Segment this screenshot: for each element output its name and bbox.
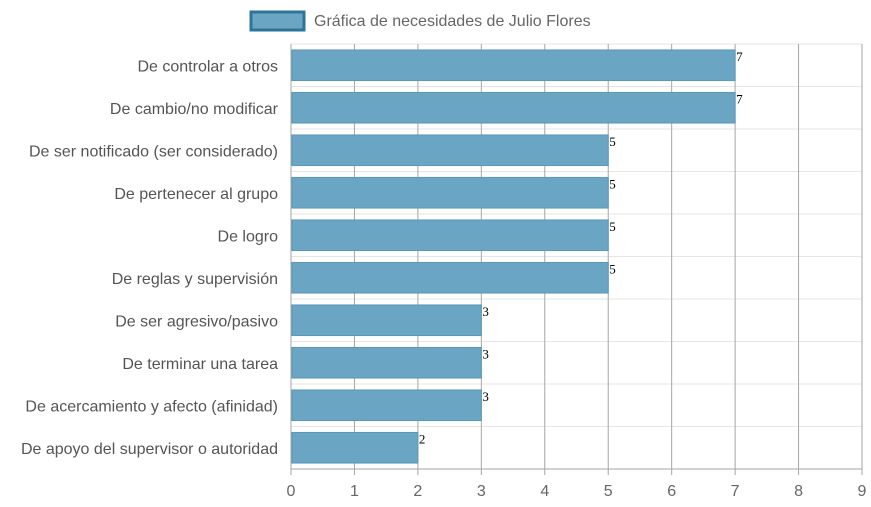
bar-value-label: 7 [736,49,743,64]
bar [291,219,609,252]
bar [291,346,482,379]
bars [291,49,736,464]
x-tick-label: 0 [287,483,296,500]
category-label: De cambio/no modificar [110,101,279,118]
category-label: De pertenecer al grupo [114,186,278,203]
bar-value-label: 5 [609,176,616,191]
category-label: De reglas y supervisión [112,271,278,288]
bar [291,176,609,209]
category-label: De terminar una tarea [122,356,278,373]
bar [291,91,736,124]
bar-value-label: 3 [482,389,489,404]
category-label: De logro [218,228,279,245]
labels: 0 1 2 3 4 5 6 7 8 9 De controlar a otros 7 De cambio… [21,49,867,500]
x-tick-label: 6 [667,483,676,500]
bar-value-label: 2 [419,431,426,446]
bar [291,134,609,167]
x-tick-label: 1 [350,483,359,500]
x-tick-label: 2 [413,483,422,500]
x-tick-label: 9 [858,483,867,500]
bar-value-label: 3 [482,304,489,319]
chart-legend[interactable]: Gráfica de necesidades de Julio Flores [249,10,591,32]
x-tick-label: 3 [477,483,486,500]
bar [291,431,419,464]
category-label: De apoyo del supervisor o autoridad [21,441,278,458]
category-label: De acercamiento y afecto (afinidad) [25,398,278,415]
x-tick-label: 5 [604,483,613,500]
x-tick-label: 8 [794,483,803,500]
category-label: De controlar a otros [137,58,278,75]
bar [291,49,736,82]
bar [291,261,609,294]
x-tick-label: 4 [540,483,549,500]
category-label: De ser agresivo/pasivo [115,313,278,330]
bar-value-label: 5 [609,134,616,149]
bar-value-label: 7 [736,91,743,106]
bar [291,389,482,422]
category-label: De ser notificado (ser considerado) [29,143,278,160]
bar-value-label: 3 [482,346,489,361]
bar-value-label: 5 [609,219,616,234]
bar-value-label: 5 [609,261,616,276]
legend-label: Gráfica de necesidades de Julio Flores [314,13,591,30]
axes [290,44,863,475]
bar [291,304,482,337]
legend-swatch [249,10,306,32]
x-tick-label: 7 [731,483,740,500]
